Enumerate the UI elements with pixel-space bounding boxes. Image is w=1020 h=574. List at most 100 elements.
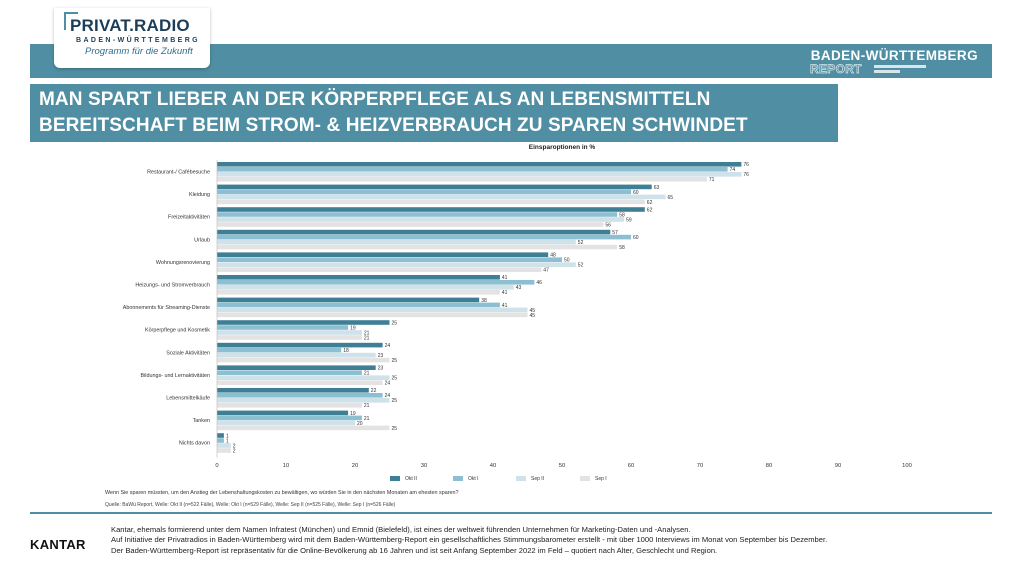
bar	[217, 312, 528, 318]
data-label: 47	[543, 268, 549, 274]
bar	[217, 410, 349, 416]
footer-line-3: Der Baden-Württemberg-Report ist repräse…	[111, 545, 718, 555]
report-logo-bar	[874, 65, 926, 68]
data-label: 21	[364, 330, 370, 336]
data-label: 21	[364, 403, 370, 409]
x-tick-label: 30	[421, 463, 427, 469]
x-tick-label: 80	[766, 463, 772, 469]
chart-title: Einsparoptionen in %	[529, 144, 596, 151]
bar	[217, 257, 562, 262]
bar	[217, 375, 390, 380]
data-label: 21	[364, 416, 370, 422]
data-label: 52	[578, 263, 584, 269]
data-label: 60	[633, 235, 639, 241]
data-label: 76	[743, 172, 749, 178]
bar	[217, 347, 342, 353]
bar	[217, 365, 376, 370]
category-label: Kleidung	[189, 192, 210, 198]
data-label: 2	[233, 443, 236, 449]
bar	[217, 194, 666, 200]
footer-text: Kantar, ehemals formierend unter dem Nam…	[111, 525, 981, 556]
data-label: 58	[619, 212, 625, 218]
data-label: 50	[564, 258, 570, 264]
legend-label: Sep I	[595, 476, 607, 482]
data-label: 25	[392, 358, 398, 364]
data-label: 1	[226, 438, 229, 444]
logo-bracket-icon	[64, 12, 78, 30]
data-label: 22	[371, 388, 377, 394]
bar	[217, 438, 224, 443]
report-title: BADEN-WÜRTTEMBERG	[810, 48, 978, 63]
data-label: 57	[612, 230, 618, 236]
legend-swatch	[580, 476, 590, 481]
data-label: 18	[343, 348, 349, 354]
x-tick-label: 70	[697, 463, 703, 469]
category-label: Freizeitaktivitäten	[168, 215, 210, 221]
footer-divider	[30, 512, 992, 514]
data-label: 19	[350, 325, 356, 331]
bar	[217, 267, 542, 272]
data-label: 52	[578, 240, 584, 246]
bar	[217, 420, 355, 426]
data-label: 76	[743, 162, 749, 168]
bar	[217, 290, 500, 295]
source-note: Quelle: BaWü Report, Welle: Okt II (n=52…	[105, 502, 396, 508]
category-label: Lebensmittelkäufe	[166, 396, 210, 402]
bar	[217, 222, 604, 227]
category-label: Soziale Aktivitäten	[166, 350, 210, 356]
bar	[217, 172, 742, 177]
x-tick-label: 40	[490, 463, 496, 469]
data-label: 20	[357, 421, 363, 427]
bar	[217, 380, 383, 385]
legend-swatch	[453, 476, 463, 481]
category-label: Wohnungsrenovierung	[156, 260, 210, 266]
bar	[217, 239, 576, 245]
data-label: 21	[364, 371, 370, 377]
category-label: Abonnements für Streaming-Dienste	[123, 305, 210, 311]
x-tick-label: 100	[902, 463, 912, 469]
x-tick-label: 0	[215, 463, 218, 469]
kantar-logo: KANTAR	[30, 537, 86, 552]
headline-box: MAN SPART LIEBER AN DER KÖRPERPFLEGE ALS…	[30, 84, 838, 142]
bar	[217, 325, 349, 330]
data-label: 58	[619, 245, 625, 251]
data-label: 62	[647, 207, 653, 213]
data-label: 56	[605, 222, 611, 228]
data-label: 63	[654, 185, 660, 191]
data-label: 71	[709, 177, 715, 183]
category-label: Körperpflege und Kosmetik	[145, 328, 210, 334]
data-label: 59	[626, 217, 632, 223]
headline-line-2: BEREITSCHAFT BEIM STROM- & HEIZVERBRAUCH…	[39, 115, 748, 136]
bar	[217, 302, 500, 308]
bar	[217, 425, 390, 431]
data-label: 1	[226, 433, 229, 439]
bar	[217, 433, 224, 438]
logo-region: BADEN-WÜRTTEMBERG	[76, 37, 201, 44]
data-label: 43	[516, 285, 522, 291]
x-tick-label: 50	[559, 463, 565, 469]
category-label: Tanken	[193, 418, 210, 424]
bar	[217, 207, 645, 212]
logo-slogan: Programm für die Zukunft	[85, 46, 193, 57]
legend-swatch	[390, 476, 400, 481]
data-label: 21	[364, 335, 370, 341]
data-label: 65	[668, 195, 674, 201]
data-label: 38	[481, 298, 487, 304]
bar	[217, 370, 362, 375]
bar	[217, 212, 618, 217]
footer-line-2: Auf Initiative der Privatradios in Baden…	[111, 535, 828, 545]
bar	[217, 357, 390, 363]
x-tick-label: 20	[352, 463, 358, 469]
bar	[217, 280, 535, 285]
bar	[217, 275, 500, 280]
bar	[217, 393, 383, 398]
data-label: 45	[530, 313, 536, 319]
data-label: 24	[385, 393, 391, 399]
bar	[217, 443, 231, 448]
data-label: 25	[392, 426, 398, 432]
bar	[217, 244, 618, 250]
category-label: Bildungs- und Lernaktivitäten	[140, 373, 210, 379]
bar	[217, 177, 707, 182]
bar	[217, 415, 362, 421]
